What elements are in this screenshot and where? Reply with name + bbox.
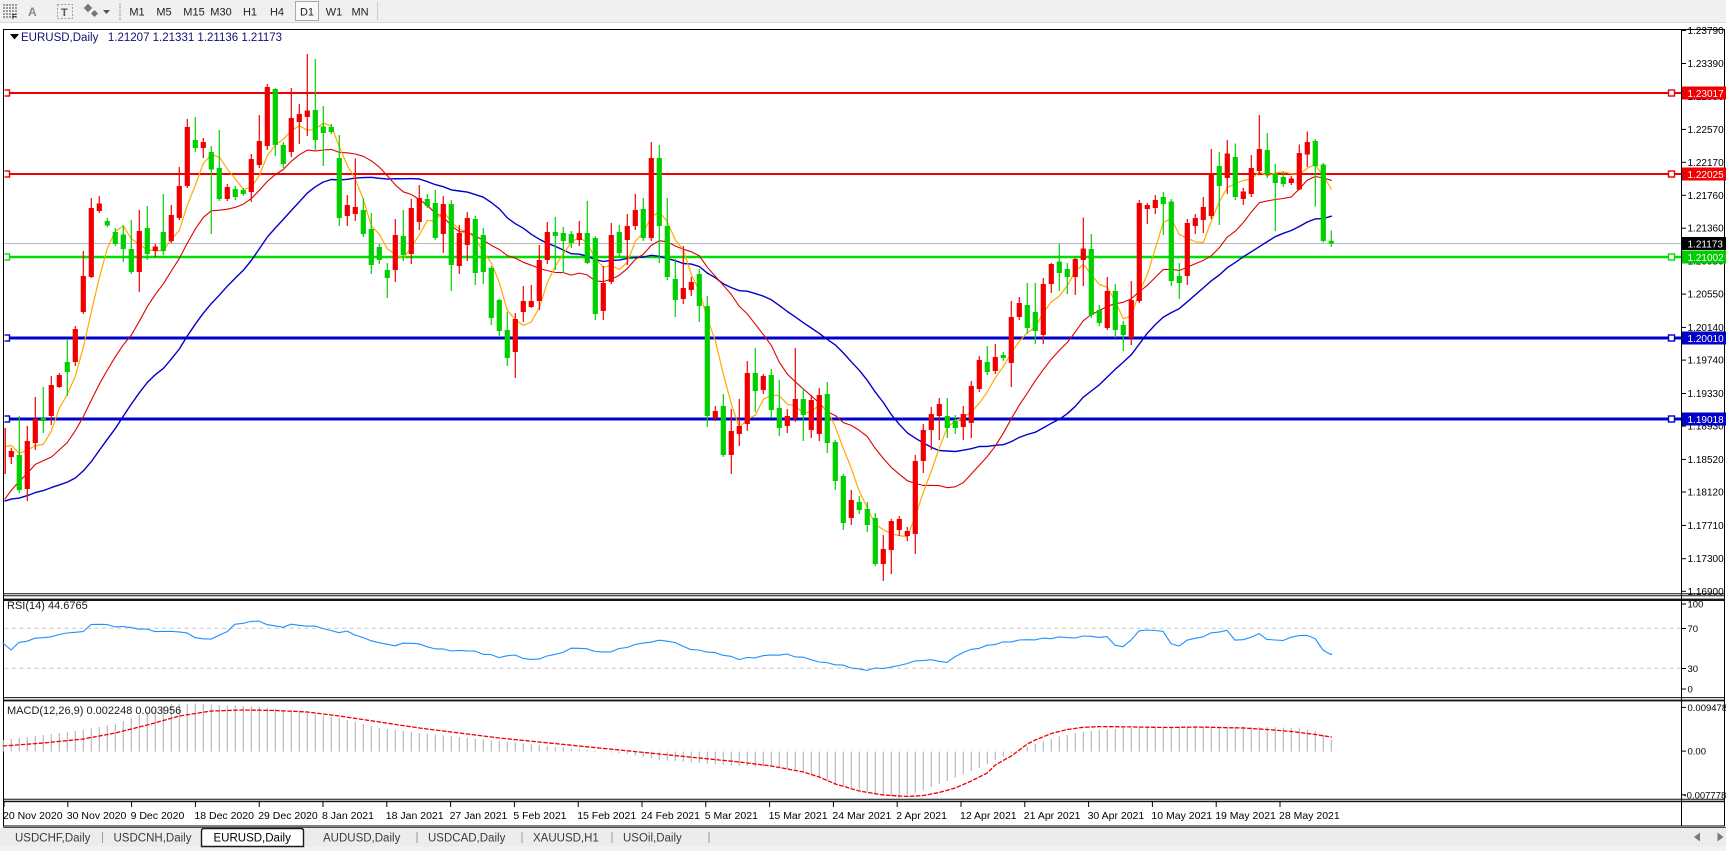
svg-text:M15: M15 bbox=[183, 7, 204, 19]
svg-text:2 Apr 2021: 2 Apr 2021 bbox=[896, 810, 947, 822]
svg-text:1.17710: 1.17710 bbox=[1688, 521, 1725, 532]
svg-text:15 Mar 2021: 15 Mar 2021 bbox=[769, 810, 828, 822]
svg-text:24 Mar 2021: 24 Mar 2021 bbox=[832, 810, 891, 822]
svg-text:W1: W1 bbox=[326, 7, 343, 19]
svg-text:1.16900: 1.16900 bbox=[1688, 587, 1725, 598]
svg-text:5 Feb 2021: 5 Feb 2021 bbox=[513, 810, 566, 822]
svg-text:M30: M30 bbox=[210, 7, 231, 19]
svg-text:12 Apr 2021: 12 Apr 2021 bbox=[960, 810, 1017, 822]
svg-text:XAUUSD,H1: XAUUSD,H1 bbox=[533, 833, 599, 845]
svg-text:0.00: 0.00 bbox=[1688, 747, 1707, 758]
svg-text:AUDUSD,Daily: AUDUSD,Daily bbox=[323, 833, 401, 845]
svg-text:30 Nov 2020: 30 Nov 2020 bbox=[67, 810, 127, 822]
svg-text:24 Feb 2021: 24 Feb 2021 bbox=[641, 810, 700, 822]
svg-text:1.18930: 1.18930 bbox=[1688, 422, 1725, 433]
svg-text:5 Mar 2021: 5 Mar 2021 bbox=[705, 810, 758, 822]
svg-text:M1: M1 bbox=[129, 7, 144, 19]
svg-text:29 Dec 2020: 29 Dec 2020 bbox=[258, 810, 318, 822]
svg-text:19 May 2021: 19 May 2021 bbox=[1215, 810, 1276, 822]
svg-text:MN: MN bbox=[351, 7, 368, 19]
svg-text:21 Apr 2021: 21 Apr 2021 bbox=[1024, 810, 1081, 822]
svg-text:1.20140: 1.20140 bbox=[1688, 323, 1725, 334]
svg-text:1.18520: 1.18520 bbox=[1688, 455, 1725, 466]
svg-text:EURUSD,Daily 1.21207 1.21331: EURUSD,Daily 1.21207 1.21331 1.21136 1.2… bbox=[21, 32, 282, 44]
svg-text:1.19740: 1.19740 bbox=[1688, 356, 1725, 367]
svg-text:0: 0 bbox=[1688, 685, 1693, 696]
svg-text:27 Jan 2021: 27 Jan 2021 bbox=[450, 810, 508, 822]
svg-text:18 Jan 2021: 18 Jan 2021 bbox=[386, 810, 444, 822]
svg-text:100: 100 bbox=[1688, 600, 1704, 611]
svg-text:-0.007778: -0.007778 bbox=[1684, 790, 1726, 801]
svg-text:70: 70 bbox=[1688, 624, 1699, 635]
svg-text:1.21360: 1.21360 bbox=[1688, 224, 1725, 235]
svg-text:0.009478: 0.009478 bbox=[1688, 703, 1726, 714]
svg-text:USDCHF,Daily: USDCHF,Daily bbox=[15, 833, 91, 845]
svg-text:18 Dec 2020: 18 Dec 2020 bbox=[194, 810, 254, 822]
svg-text:1.20550: 1.20550 bbox=[1688, 290, 1725, 301]
svg-text:1.23017: 1.23017 bbox=[1688, 89, 1725, 100]
svg-text:1.21173: 1.21173 bbox=[1688, 239, 1724, 250]
svg-text:1.23790: 1.23790 bbox=[1688, 26, 1725, 37]
svg-text:1.18120: 1.18120 bbox=[1688, 488, 1725, 499]
svg-text:1.22025: 1.22025 bbox=[1688, 170, 1725, 181]
svg-text:EURUSD,Daily: EURUSD,Daily bbox=[214, 833, 292, 845]
svg-text:8 Jan 2021: 8 Jan 2021 bbox=[322, 810, 374, 822]
svg-text:T: T bbox=[61, 7, 68, 19]
svg-text:F: F bbox=[12, 14, 17, 21]
svg-text:1.21002: 1.21002 bbox=[1688, 253, 1725, 264]
svg-text:1.19330: 1.19330 bbox=[1688, 389, 1725, 400]
svg-text:USDCNH,Daily: USDCNH,Daily bbox=[114, 833, 192, 845]
svg-text:H4: H4 bbox=[270, 7, 284, 19]
svg-text:1.23390: 1.23390 bbox=[1688, 59, 1725, 70]
svg-text:RSI(14) 44.6765: RSI(14) 44.6765 bbox=[7, 600, 88, 612]
svg-text:1.19018: 1.19018 bbox=[1688, 415, 1725, 426]
svg-text:1.22570: 1.22570 bbox=[1688, 125, 1725, 136]
svg-text:9 Dec 2020: 9 Dec 2020 bbox=[131, 810, 185, 822]
svg-text:H1: H1 bbox=[243, 7, 257, 19]
svg-text:A: A bbox=[28, 5, 37, 19]
svg-text:28 May 2021: 28 May 2021 bbox=[1279, 810, 1340, 822]
svg-text:1.20010: 1.20010 bbox=[1688, 334, 1725, 345]
svg-text:1.22170: 1.22170 bbox=[1688, 158, 1725, 169]
svg-text:MACD(12,26,9) 0.002248 0.00395: MACD(12,26,9) 0.002248 0.003956 bbox=[7, 705, 181, 717]
svg-text:30 Apr 2021: 30 Apr 2021 bbox=[1088, 810, 1145, 822]
svg-text:20 Nov 2020: 20 Nov 2020 bbox=[3, 810, 63, 822]
svg-text:30: 30 bbox=[1688, 664, 1699, 675]
svg-text:D1: D1 bbox=[300, 7, 314, 19]
svg-text:USOil,Daily: USOil,Daily bbox=[623, 833, 682, 845]
svg-text:10 May 2021: 10 May 2021 bbox=[1151, 810, 1212, 822]
svg-text:1.21760: 1.21760 bbox=[1688, 191, 1725, 202]
svg-text:M5: M5 bbox=[156, 7, 171, 19]
svg-text:15 Feb 2021: 15 Feb 2021 bbox=[577, 810, 636, 822]
svg-text:1.17300: 1.17300 bbox=[1688, 554, 1725, 565]
svg-text:USDCAD,Daily: USDCAD,Daily bbox=[428, 833, 506, 845]
